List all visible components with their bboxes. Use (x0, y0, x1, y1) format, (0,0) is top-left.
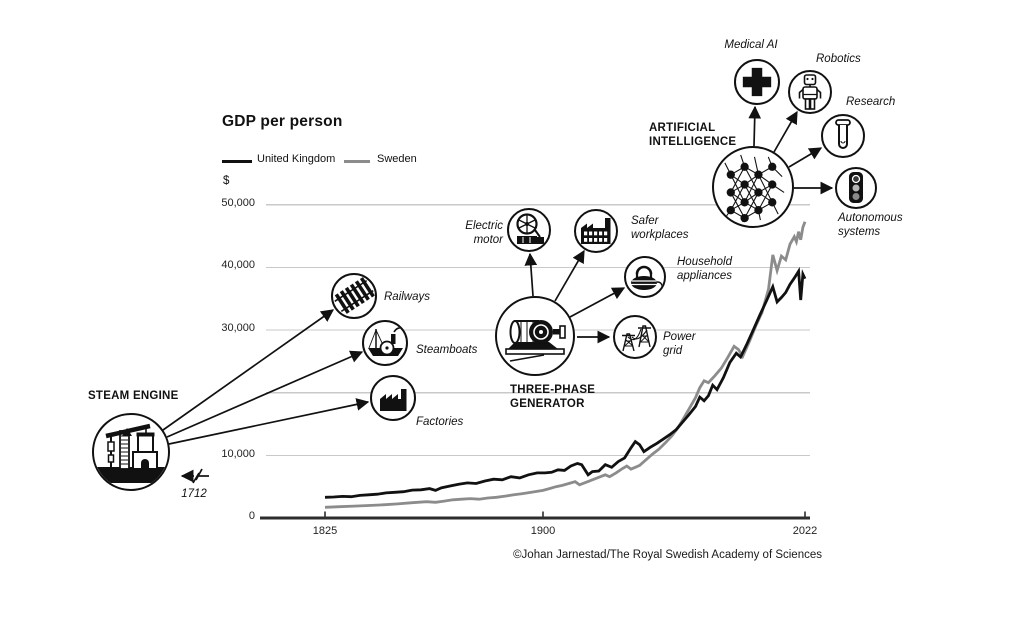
timeline-break-1712-arrow (180, 468, 209, 484)
factories-label: Factories (416, 416, 464, 428)
ai-label: ARTIFICIAL INTELLIGENCE (649, 122, 737, 149)
x-tick-label-1825: 1825 (312, 525, 338, 537)
test-tube-icon (835, 119, 851, 149)
y-tick-label-10000: 10,000 (221, 448, 255, 460)
year-1712-label: 1712 (181, 488, 207, 500)
legend-swatch-uk (222, 160, 252, 164)
steamboats-label: Steamboats (416, 344, 478, 356)
research-label: Research (846, 96, 896, 108)
autonomous-systems-label: Autonomous systems (838, 212, 903, 238)
hand-mixer-icon (631, 265, 663, 290)
legend-label-uk: United Kingdom (257, 153, 336, 165)
railways-node (331, 273, 377, 319)
medical-ai-node (734, 59, 780, 105)
steamboat-icon (368, 327, 403, 356)
arrow-steam-to-factories (168, 398, 370, 445)
steam-engine-label: STEAM ENGINE (88, 390, 179, 402)
arrow-generator-to-workplaces (554, 249, 585, 302)
arrow-ai-to-robotics (773, 110, 798, 153)
arrow-steam-to-steamboats (166, 350, 364, 438)
household-appliances-label: Household appliances (677, 256, 732, 282)
y-axis-unit: $ (223, 175, 230, 187)
medical-ai-label: Medical AI (724, 39, 778, 51)
arrow-generator-to-appliances (569, 287, 626, 318)
steamboats-node (362, 320, 408, 366)
safer-workplaces-node (574, 209, 618, 253)
y-tick-label-40000: 40,000 (221, 259, 255, 271)
neural-network-icon (723, 154, 784, 222)
ai-node (712, 146, 794, 228)
factory-icon (380, 389, 407, 411)
autonomous-systems-node (835, 167, 877, 209)
series-lines (324, 221, 807, 509)
arrow-generator-to-motor (524, 252, 538, 297)
robot-icon (798, 74, 822, 110)
three-phase-generator-icon (505, 320, 566, 362)
arrow-ai-to-research (788, 147, 823, 168)
power-grid-node (613, 315, 657, 359)
x-tick-label-2022: 2022 (792, 525, 818, 537)
safe-factory-icon (581, 218, 611, 244)
legend-swatch-sweden (344, 160, 370, 164)
y-tick-label-50000: 50,000 (221, 197, 255, 209)
robotics-node (788, 70, 832, 114)
series-line-united-kingdom (324, 266, 807, 499)
steam-engine-icon (94, 423, 168, 483)
medical-cross-icon (742, 67, 772, 97)
railways-icon (334, 277, 375, 314)
safer-workplaces-label: Safer workplaces (631, 215, 689, 241)
electric-motor-node (507, 208, 551, 252)
railways-label: Railways (384, 291, 431, 303)
y-tick-label-30000: 30,000 (221, 322, 255, 334)
chart-title: GDP per person (222, 113, 343, 130)
steam-engine-node (92, 413, 170, 491)
generator-node (495, 296, 575, 376)
annotation-arrows (162, 105, 834, 484)
research-node (821, 114, 865, 158)
credit-line: ©Johan Jarnestad/The Royal Swedish Acade… (513, 549, 822, 561)
robotics-label: Robotics (816, 53, 861, 65)
electric-motor-icon (516, 213, 544, 244)
traffic-light-icon (849, 172, 863, 203)
electric-motor-label: Electric motor (465, 220, 503, 246)
power-grid-label: Power grid (663, 331, 696, 357)
household-appliances-node (624, 256, 666, 298)
x-tick-label-1900: 1900 (530, 525, 556, 537)
y-tick-label-0: 0 (248, 510, 255, 522)
factories-node (370, 375, 416, 421)
legend-label-sweden: Sweden (377, 153, 417, 165)
power-grid-icon (622, 325, 651, 352)
generator-label: THREE-PHASE GENERATOR (510, 384, 596, 411)
arrow-ai-to-medical (748, 105, 762, 147)
arrow-steam-to-railways (162, 309, 335, 431)
